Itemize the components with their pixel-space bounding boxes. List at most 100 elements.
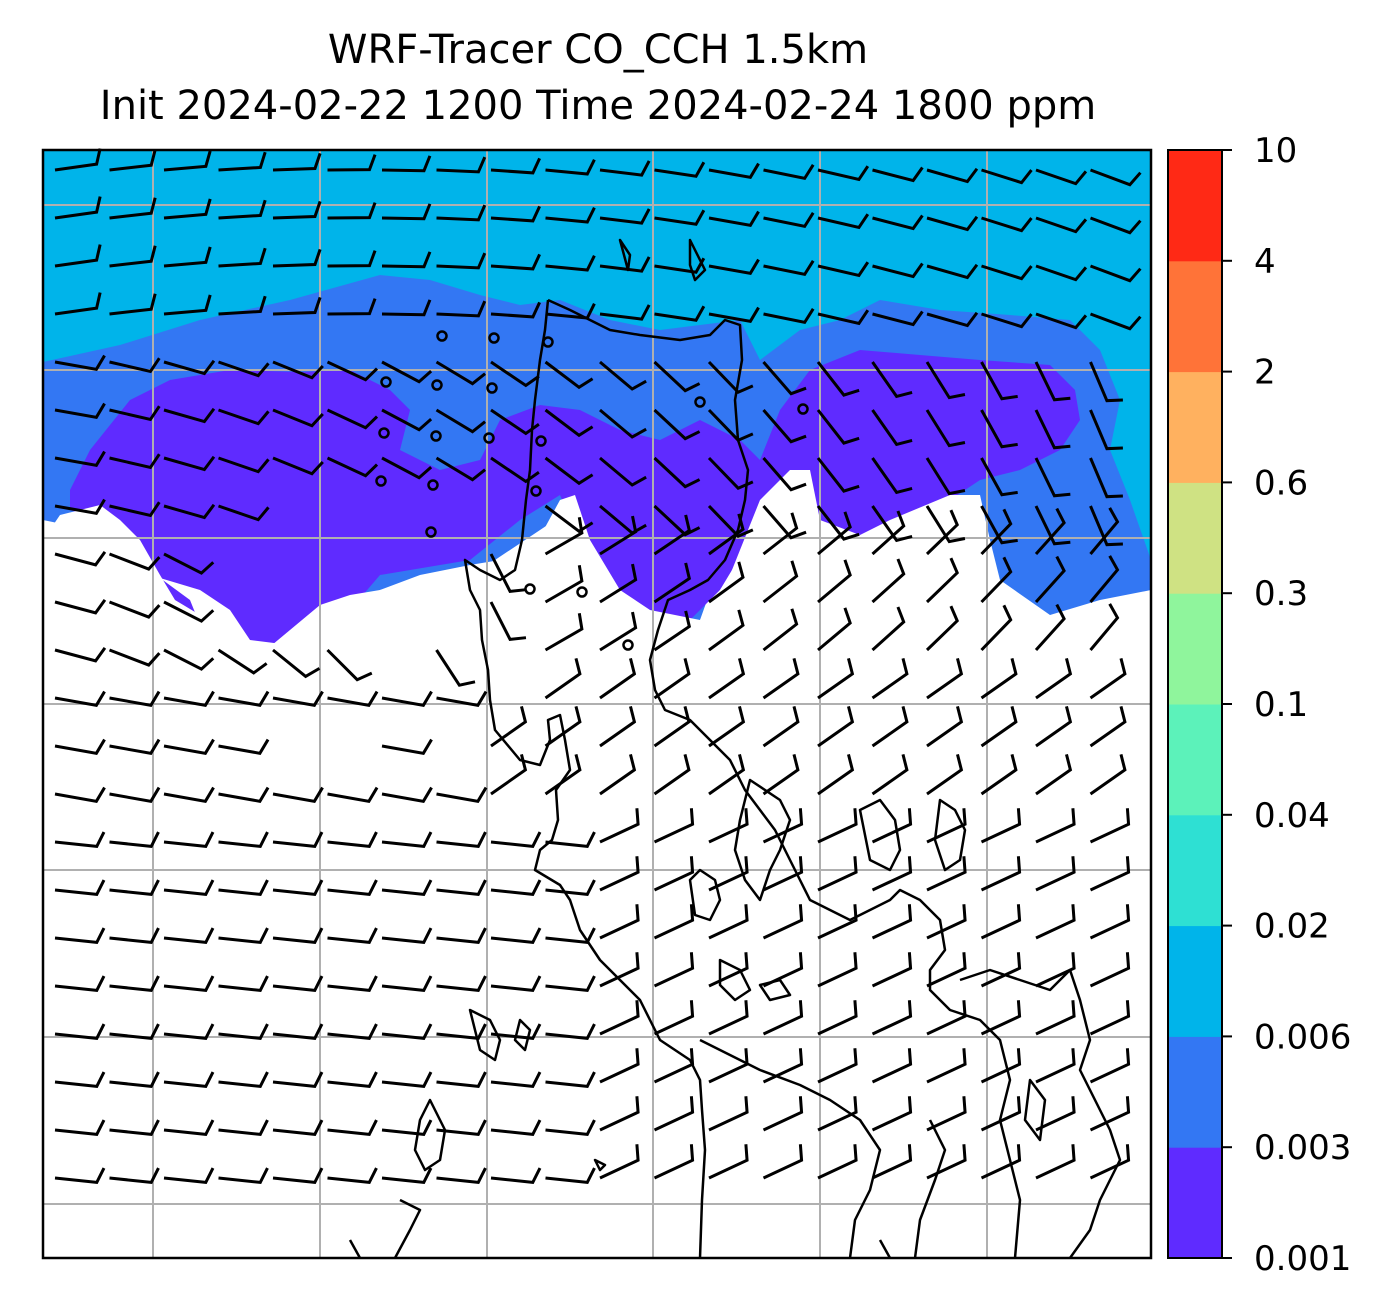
wind-barb: [871, 505, 913, 543]
wind-barb: [980, 808, 1022, 844]
wind-barb: [54, 498, 106, 515]
wind-barb: [490, 831, 542, 848]
wind-barb: [654, 305, 706, 322]
wind-barb: [708, 658, 746, 700]
wind-barb: [708, 706, 746, 748]
wind-barb: [816, 505, 860, 541]
wind-barb: [653, 514, 692, 556]
calm-wind-marker: [430, 430, 442, 442]
wind-barb: [980, 457, 1018, 497]
wind-barb: [545, 927, 596, 944]
wind-barb: [326, 648, 373, 682]
calm-wind-marker: [431, 379, 443, 391]
wind-barb: [1034, 409, 1071, 450]
wind-barb: [762, 361, 807, 396]
wind-barb: [762, 856, 804, 892]
wind-barb: [327, 298, 377, 316]
wind-barb: [109, 501, 161, 518]
wind-barb: [926, 263, 979, 280]
wind-barb: [981, 264, 1033, 281]
wind-barb: [381, 1071, 433, 1088]
wind-barb: [981, 216, 1033, 233]
wind-barb: [599, 658, 637, 700]
wind-barb: [381, 1023, 433, 1040]
colorbar-tick-label: 0.001: [1254, 1239, 1351, 1279]
wind-barb: [1035, 856, 1076, 892]
wind-barb: [490, 253, 541, 271]
calm-wind-marker: [436, 330, 448, 342]
wind-barb: [490, 408, 540, 436]
wind-barb: [1089, 507, 1120, 555]
wind-barb: [163, 1023, 215, 1040]
wind-barb: [218, 295, 267, 316]
wind-barb: [762, 1048, 804, 1084]
wind-barb: [925, 409, 966, 448]
wind-barb: [327, 1071, 378, 1088]
wind-barb: [1035, 904, 1076, 940]
wind-barb: [653, 610, 692, 652]
wind-barb: [545, 159, 596, 176]
wind-barb: [436, 1023, 487, 1040]
wind-barb: [489, 553, 527, 594]
wind-barb: [926, 1048, 967, 1084]
wind-barb: [599, 1048, 640, 1084]
wind-barb: [218, 1023, 269, 1040]
wind-barb: [109, 405, 161, 422]
wind-barb: [926, 904, 967, 940]
wind-barb: [545, 207, 596, 224]
wind-barb: [490, 975, 542, 992]
wind-barb: [762, 457, 807, 492]
wind-barb: [817, 261, 870, 278]
wind-barb: [381, 1167, 433, 1184]
wind-barb: [653, 856, 695, 892]
colorbar-tick-label: 0.04: [1254, 796, 1330, 836]
wind-barb: [1089, 361, 1123, 403]
wind-barb: [54, 738, 106, 755]
wind-barb: [544, 564, 584, 604]
wind-barb: [490, 205, 541, 223]
wind-barb: [163, 407, 216, 424]
wind-barb: [1089, 754, 1127, 796]
wind-barb: [381, 786, 433, 803]
wind-barb: [762, 658, 800, 700]
wind-barb: [436, 975, 487, 992]
wind-barb: [707, 504, 754, 538]
wind-barb: [1035, 312, 1088, 330]
wind-barb: [817, 1096, 858, 1132]
wind-barb: [54, 599, 107, 615]
wind-barb: [872, 166, 924, 183]
wind-barb: [1034, 457, 1071, 498]
wind-barb: [708, 904, 749, 940]
wind-barb: [653, 1144, 695, 1180]
wind-barb: [926, 856, 967, 892]
wind-barb: [762, 560, 799, 604]
wind-barb: [1035, 1096, 1076, 1132]
wind-barb: [381, 155, 432, 173]
wind-barb: [163, 552, 215, 575]
wind-barb: [1089, 409, 1123, 451]
wind-barb: [708, 162, 760, 179]
wind-barb: [218, 690, 270, 707]
wind-barb: [109, 453, 161, 470]
plume-notch-west: [160, 578, 290, 670]
calm-wind-marker: [427, 479, 439, 491]
wind-barb: [381, 1119, 433, 1136]
wind-barb: [871, 856, 913, 892]
colorbar-tick-label: 2: [1254, 353, 1276, 393]
wind-barb: [163, 738, 215, 755]
wind-barb: [490, 706, 528, 748]
wind-barb: [54, 196, 102, 220]
wind-barb: [435, 649, 476, 687]
wind-barb: [1089, 856, 1131, 892]
wind-barb: [980, 361, 1018, 401]
calm-wind-marker: [486, 382, 498, 394]
calm-wind-marker: [488, 332, 500, 344]
wind-barb: [653, 952, 695, 988]
wind-barb: [163, 690, 215, 707]
wind-barb: [817, 309, 870, 326]
wind-barb: [327, 202, 377, 220]
wind-barb: [1035, 1048, 1076, 1084]
wind-barb: [1034, 505, 1071, 546]
wind-barb: [980, 1048, 1022, 1084]
wind-barb: [926, 706, 964, 748]
